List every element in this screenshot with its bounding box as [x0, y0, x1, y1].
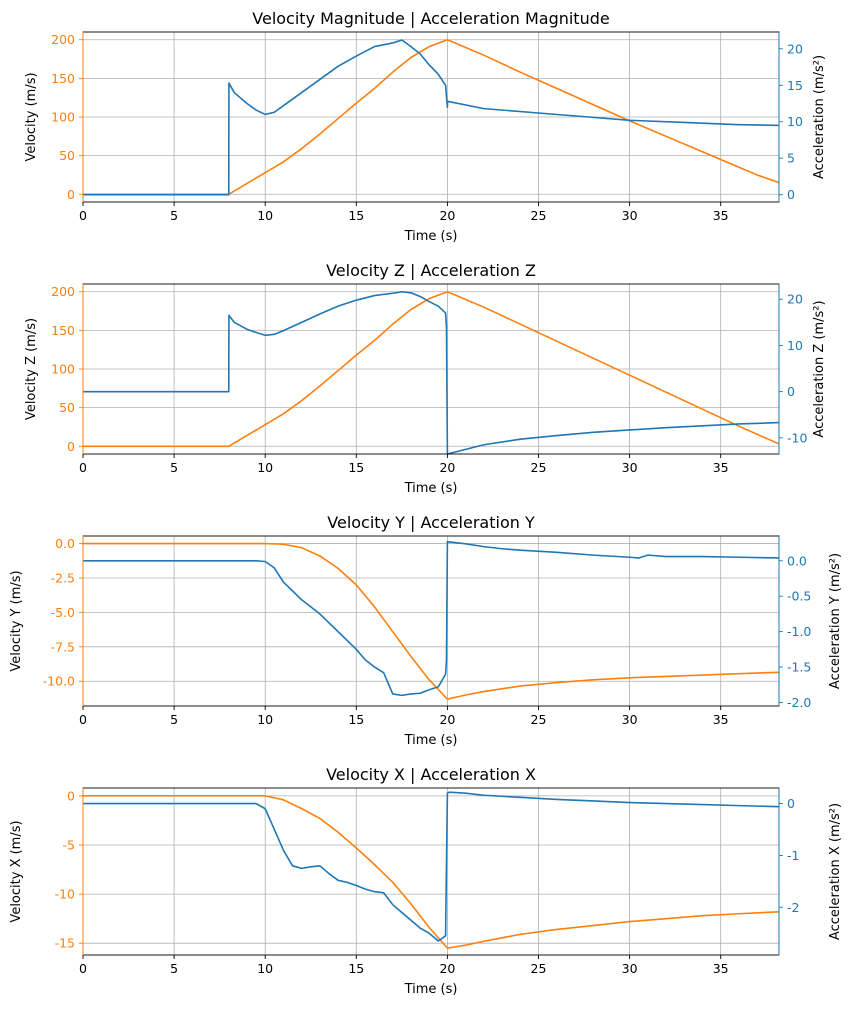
right-y-tick-label: -10 [787, 430, 807, 445]
acceleration-series-line [83, 291, 780, 455]
x-tick-label: 35 [713, 208, 729, 223]
chart-panel-4: 0 5 10 15 20 25 30 35 0 -5 -10 -15 0 -1 -2 Velocity X |… [9, 765, 843, 997]
x-tick-label: 30 [622, 208, 638, 223]
x-tick-label: 25 [531, 961, 547, 976]
chart-panel-3: 0 5 10 15 20 25 30 35 0.0 -2.5 -5.0 -7.5 -10.0 0.0 -0.… [9, 513, 843, 748]
left-y-axis-label: Velocity Z (m/s) [24, 318, 39, 420]
x-tick-label: 10 [257, 712, 273, 727]
x-tick-label: 30 [622, 712, 638, 727]
chart-panel-2: 0 5 10 15 20 25 30 35 0 50 100 150 200 -10 0 10 20 Veloci… [24, 261, 827, 496]
velocity-series-line [83, 38, 780, 196]
x-tick-label: 25 [531, 460, 547, 475]
x-tick-label: 35 [713, 460, 729, 475]
right-y-axis-label: Acceleration (m/s²) [812, 55, 827, 179]
right-y-tick-label: -2.0 [787, 695, 811, 710]
velocity-series-line [83, 542, 780, 700]
x-axis-label: Time (s) [404, 229, 458, 244]
chart-panel-1: 0 5 10 15 20 25 30 35 0 50 100 150 200 0 5 10 15 20 Veloci… [24, 9, 827, 244]
chart-title: Velocity Z | Acceleration Z [326, 261, 536, 280]
x-tick-label: 10 [257, 208, 273, 223]
x-axis-label: Time (s) [404, 481, 458, 496]
left-y-tick-label: 0.0 [55, 536, 75, 551]
x-tick-label: 15 [348, 712, 364, 727]
left-y-tick-label: -15 [55, 936, 75, 951]
x-tick-label: 20 [439, 712, 455, 727]
x-tick-label: 20 [439, 961, 455, 976]
acceleration-series-line [83, 540, 780, 697]
left-y-tick-label: -5 [63, 837, 75, 852]
chart-title: Velocity Y | Acceleration Y [327, 513, 535, 532]
x-tick-label: 35 [713, 961, 729, 976]
left-y-tick-label: -7.5 [51, 639, 75, 654]
right-y-tick-label: 20 [787, 292, 803, 307]
x-tick-label: 5 [170, 460, 178, 475]
left-y-tick-label: 50 [59, 148, 75, 163]
left-y-tick-label: 150 [51, 71, 75, 86]
x-tick-label: 25 [531, 208, 547, 223]
left-y-tick-label: 100 [51, 110, 75, 125]
x-tick-label: 15 [348, 208, 364, 223]
right-y-axis-label: Acceleration Y (m/s²) [828, 553, 843, 689]
right-y-tick-label: 10 [787, 338, 803, 353]
left-y-tick-label: 0 [67, 788, 75, 803]
velocity-series-line [83, 795, 780, 949]
right-y-tick-label: 0.0 [787, 553, 807, 568]
right-y-tick-label: 0 [787, 796, 795, 811]
right-y-tick-label: -2 [787, 900, 799, 915]
chart-title: Velocity X | Acceleration X [326, 765, 536, 784]
left-y-tick-label: 100 [51, 362, 75, 377]
right-y-tick-label: -1 [787, 848, 799, 863]
x-tick-label: 0 [79, 208, 87, 223]
right-y-tick-label: -0.5 [787, 589, 811, 604]
left-y-tick-label: -10 [55, 887, 75, 902]
right-y-tick-label: 5 [787, 151, 795, 166]
x-tick-label: 0 [79, 961, 87, 976]
x-tick-label: 35 [713, 712, 729, 727]
right-y-tick-label: 10 [787, 114, 803, 129]
x-tick-label: 10 [257, 460, 273, 475]
x-tick-label: 5 [170, 712, 178, 727]
left-y-tick-label: 200 [51, 32, 75, 47]
x-tick-label: 5 [170, 208, 178, 223]
right-y-tick-label: 20 [787, 41, 803, 56]
right-y-tick-label: 0 [787, 187, 795, 202]
velocity-series-line [83, 290, 780, 448]
right-y-tick-label: -1.0 [787, 624, 811, 639]
right-y-axis-label: Acceleration Z (m/s²) [812, 300, 827, 437]
right-y-axis-label: Acceleration X (m/s²) [828, 803, 843, 940]
x-tick-label: 25 [531, 712, 547, 727]
right-y-tick-label: 15 [787, 78, 803, 93]
right-y-tick-label: -1.5 [787, 660, 811, 675]
left-y-axis-label: Velocity (m/s) [24, 72, 39, 161]
left-y-axis-label: Velocity X (m/s) [9, 820, 24, 922]
x-tick-label: 30 [622, 460, 638, 475]
x-tick-label: 10 [257, 961, 273, 976]
chart-title: Velocity Magnitude | Acceleration Magnit… [252, 9, 609, 28]
left-y-tick-label: -2.5 [51, 570, 75, 585]
x-tick-label: 5 [170, 961, 178, 976]
left-y-tick-label: 150 [51, 323, 75, 338]
acceleration-series-line [83, 791, 780, 942]
left-y-tick-label: 0 [67, 439, 75, 454]
left-y-tick-label: -10.0 [43, 674, 75, 689]
left-y-tick-label: -5.0 [51, 605, 75, 620]
left-y-tick-label: 50 [59, 400, 75, 415]
x-tick-label: 15 [348, 460, 364, 475]
x-tick-label: 15 [348, 961, 364, 976]
x-tick-label: 0 [79, 460, 87, 475]
acceleration-series-line [83, 39, 780, 196]
x-tick-label: 20 [439, 460, 455, 475]
x-tick-label: 0 [79, 712, 87, 727]
left-y-tick-label: 0 [67, 187, 75, 202]
left-y-axis-label: Velocity Y (m/s) [9, 570, 24, 671]
x-axis-label: Time (s) [404, 982, 458, 997]
left-y-tick-label: 200 [51, 284, 75, 299]
x-axis-label: Time (s) [404, 733, 458, 748]
right-y-tick-label: 0 [787, 384, 795, 399]
x-tick-label: 20 [439, 208, 455, 223]
x-tick-label: 30 [622, 961, 638, 976]
